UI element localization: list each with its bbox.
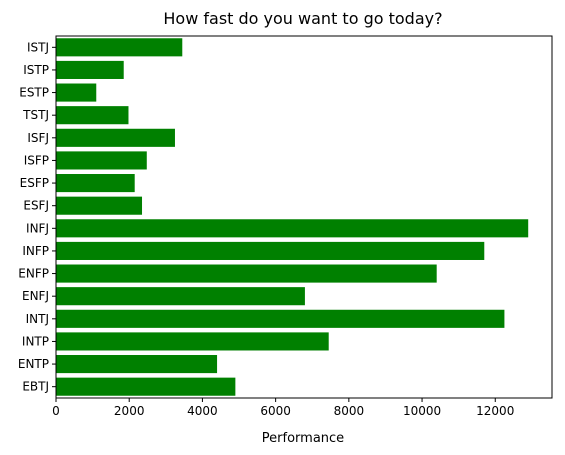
y-tick-label: INFJ bbox=[26, 221, 49, 235]
bar-esfp bbox=[56, 174, 135, 193]
plot-frame bbox=[55, 35, 553, 399]
bar-isfp bbox=[56, 151, 147, 170]
bar-entp bbox=[56, 355, 218, 374]
bar-intp bbox=[56, 332, 329, 351]
bars-group bbox=[56, 38, 529, 396]
y-tick-label: INFP bbox=[22, 244, 49, 258]
y-tick-label: ESFP bbox=[20, 176, 49, 190]
y-axis-ticks: EBTJ ENTP INTP INTJ ENFJ ENFP INFP INFJ ESFJ ESFP… bbox=[18, 40, 56, 394]
bar-esfj bbox=[56, 196, 143, 215]
bar-tstj bbox=[56, 106, 129, 125]
y-tick-label: ISTP bbox=[23, 63, 49, 77]
x-tick-label: 0 bbox=[52, 404, 60, 418]
bar-ebtj bbox=[56, 377, 236, 396]
y-tick-label: TSTJ bbox=[22, 108, 49, 122]
x-axis-label: Performance bbox=[262, 431, 344, 446]
y-tick-label: ISFP bbox=[24, 153, 49, 167]
y-tick-label: ESTP bbox=[19, 86, 49, 100]
y-tick-label: INTJ bbox=[26, 312, 49, 326]
bar-estp bbox=[56, 83, 97, 102]
x-tick-label: 2000 bbox=[114, 404, 145, 418]
x-tick-label: 8000 bbox=[334, 404, 365, 418]
bar-enfj bbox=[56, 287, 305, 306]
x-axis-ticks: 0 2000 4000 6000 8000 10000 12000 bbox=[52, 398, 514, 418]
bar-intj bbox=[56, 309, 505, 328]
x-tick-label: 6000 bbox=[260, 404, 291, 418]
bar-istp bbox=[56, 60, 124, 79]
x-tick-label: 12000 bbox=[476, 404, 514, 418]
y-tick-label: ISTJ bbox=[27, 40, 49, 54]
bar-enfp bbox=[56, 264, 437, 283]
y-tick-label: ENFP bbox=[18, 267, 49, 281]
bar-isfj bbox=[56, 128, 175, 147]
chart-title: How fast do you want to go today? bbox=[163, 9, 442, 28]
bar-istj bbox=[56, 38, 183, 57]
bar-infj bbox=[56, 219, 529, 238]
y-tick-label: INTP bbox=[22, 334, 49, 348]
y-tick-label: ISFJ bbox=[27, 131, 49, 145]
y-tick-label: EBTJ bbox=[22, 380, 49, 394]
bar-infp bbox=[56, 241, 485, 260]
y-tick-label: ESFJ bbox=[23, 199, 49, 213]
y-tick-label: ENFJ bbox=[22, 289, 49, 303]
y-tick-label: ENTP bbox=[18, 357, 49, 371]
x-tick-label: 4000 bbox=[187, 404, 218, 418]
x-tick-label: 10000 bbox=[403, 404, 441, 418]
